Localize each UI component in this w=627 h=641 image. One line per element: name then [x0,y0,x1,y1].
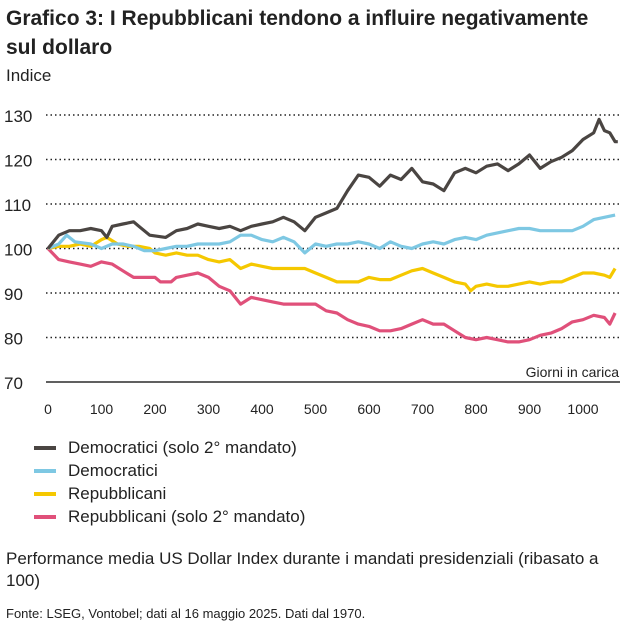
source-note: Fonte: LSEG, Vontobel; dati al 16 maggio… [6,606,366,621]
legend-swatch [34,468,56,473]
x-tick-label: 1000 [567,401,598,417]
legend-swatch [34,491,56,496]
x-tick-label: 100 [90,401,114,417]
x-tick-label: 800 [464,401,488,417]
y-tick-label: 70 [4,374,23,393]
x-tick-label: 700 [411,401,435,417]
series-line [47,213,616,255]
y-tick-label: 110 [4,196,31,215]
y-tick-label: 90 [4,285,23,304]
legend-label: Democratici (solo 2° mandato) [68,437,297,457]
series-line [47,235,617,293]
legend-item: Democratici (solo 2° mandato) [34,436,305,459]
y-tick-label: 100 [4,241,32,260]
x-tick-label: 200 [143,401,167,417]
line-chart: 70 80 90 100 110 120 130 0 100 200 300 400 500 600 700… [4,107,620,417]
x-tick-label: 400 [250,401,274,417]
chart-title: Grafico 3: I Repubblicani tendono a infl… [6,7,589,59]
legend-item: Repubblicani [34,482,305,505]
series-line [46,247,617,344]
x-tick-label: 300 [197,401,221,417]
legend-item: Repubblicani (solo 2° mandato) [34,505,305,528]
y-tick-label: 80 [4,330,23,349]
legend: Democratici (solo 2° mandato) Democratici… [34,436,305,528]
chart-subtitle: Performance media US Dollar Index durant… [6,549,599,590]
x-tick-label: 500 [304,401,328,417]
x-axis-label: Giorni in carica [526,364,620,380]
legend-label: Repubblicani [68,483,167,503]
legend-swatch [34,445,56,450]
legend-item: Democratici [34,459,305,482]
legend-label: Repubblicani (solo 2° mandato) [68,506,306,526]
legend-label: Democratici [68,460,158,480]
x-tick-label: 0 [44,401,52,417]
y-axis-label: Indice [6,66,52,85]
legend-swatch [34,514,56,519]
series-line [46,117,618,250]
x-tick-label: 900 [518,401,542,417]
x-tick-label: 600 [357,401,381,417]
y-tick-label: 130 [4,107,32,126]
y-tick-label: 120 [4,152,32,171]
